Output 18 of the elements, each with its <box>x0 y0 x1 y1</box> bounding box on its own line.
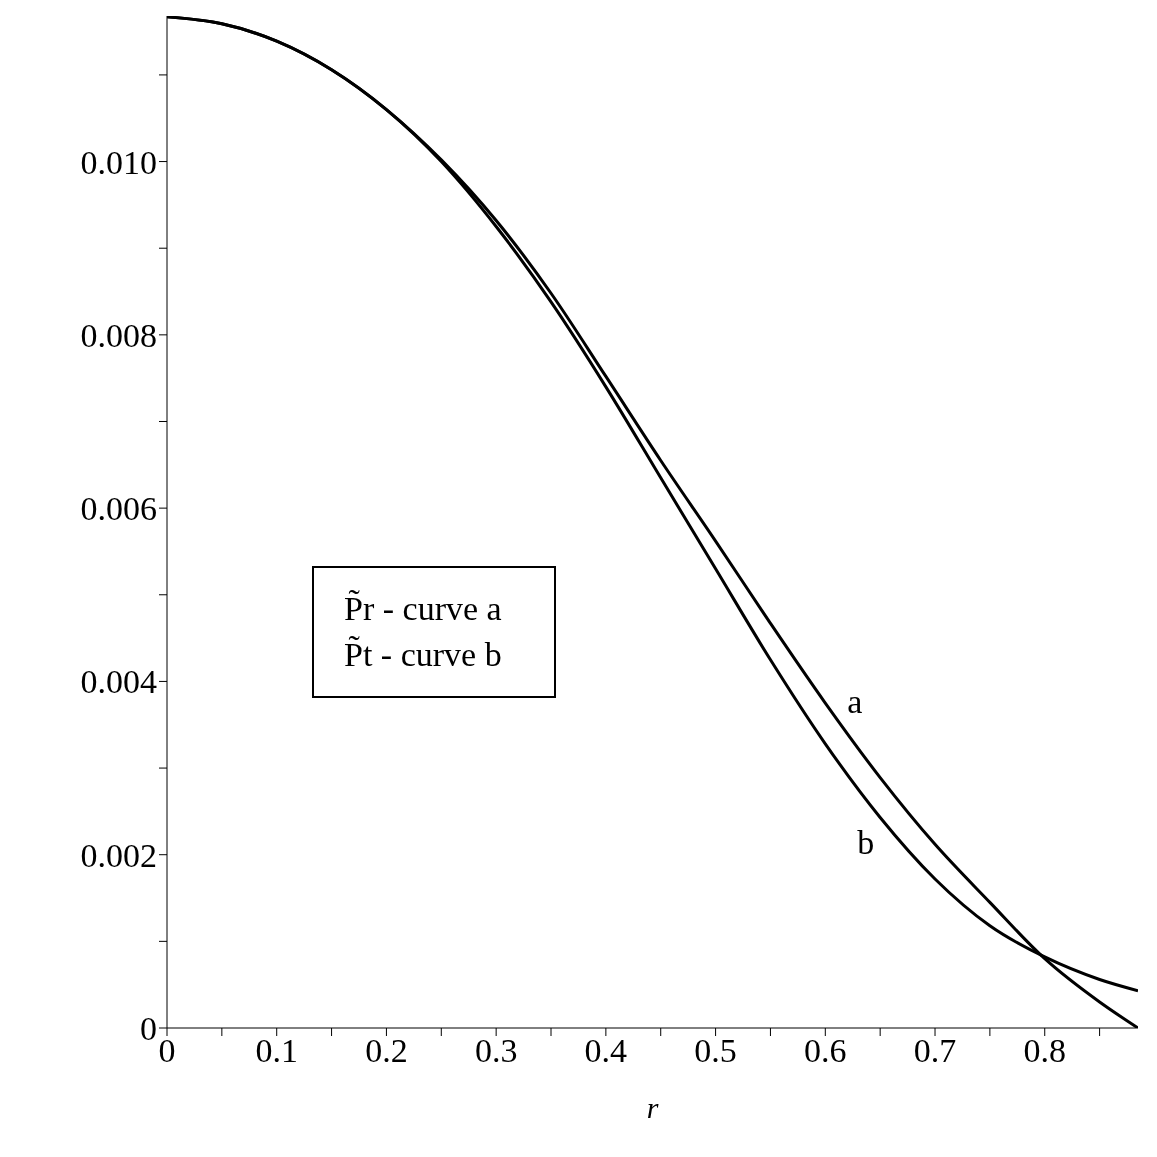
x-tick-label: 0.2 <box>365 1032 408 1070</box>
series-label: b <box>857 823 875 861</box>
y-tick-label: 0.006 <box>80 490 157 528</box>
series-label: a <box>847 683 863 721</box>
x-axis-title: r <box>646 1091 659 1124</box>
x-tick-label: 0.6 <box>804 1032 847 1070</box>
annotation: P̃r - curve a <box>344 589 502 629</box>
x-tick-label: 0.8 <box>1023 1032 1066 1070</box>
y-tick-label: 0.008 <box>80 316 157 354</box>
y-tick-label: 0.010 <box>80 143 157 181</box>
x-tick-label: 0.7 <box>913 1032 957 1070</box>
y-tick-label: 0.004 <box>80 663 157 701</box>
x-tick-label: 0.5 <box>694 1032 737 1070</box>
y-tick-label: 0.002 <box>80 836 157 874</box>
x-tick-label: 0.4 <box>584 1032 628 1070</box>
x-tick-label: 0.1 <box>255 1032 298 1070</box>
x-tick-label: 0.3 <box>474 1032 518 1070</box>
annotation: P̃t - curve b <box>344 635 502 675</box>
